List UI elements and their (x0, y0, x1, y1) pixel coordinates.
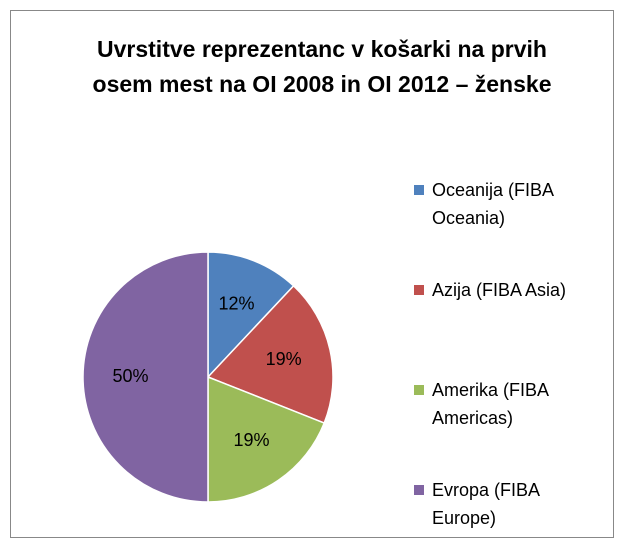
data-label: 50% (112, 366, 148, 386)
pie-slice (82, 251, 209, 503)
legend-label: Amerika (FIBA Americas) (432, 380, 549, 428)
legend-label: Evropa (FIBA Europe) (432, 480, 540, 528)
chart-frame (10, 10, 614, 538)
legend-label: Azija (FIBA Asia) (432, 280, 567, 300)
data-label: 19% (234, 430, 270, 450)
pie-slice (207, 375, 326, 503)
pie-slice (207, 251, 295, 379)
legend-swatch (414, 385, 424, 395)
chart-title: Uvrstitve reprezentanc v košarki na prvi… (92, 36, 552, 97)
legend-swatch (414, 485, 424, 495)
data-label: 19% (266, 349, 302, 369)
legend-swatch (414, 185, 424, 195)
legend-swatch (414, 285, 424, 295)
data-label: 12% (219, 294, 255, 314)
legend-label: Oceanija (FIBA Oceania) (432, 180, 554, 228)
